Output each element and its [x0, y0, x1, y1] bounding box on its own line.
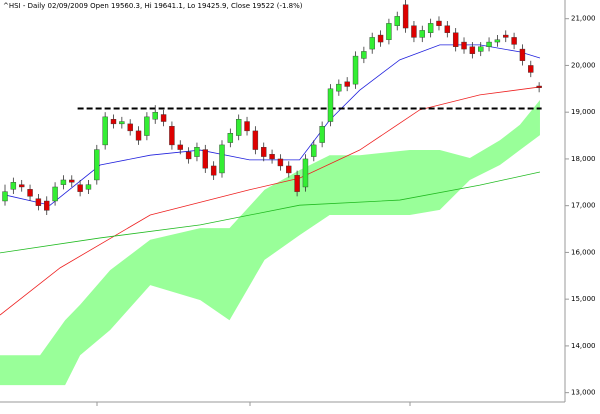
candle-body: [127, 123, 133, 132]
y-tick-label: 18,000: [571, 155, 596, 163]
candle-body: [294, 175, 300, 192]
candle-body: [18, 184, 25, 188]
candle-body: [94, 149, 100, 181]
candle-body: [119, 121, 125, 125]
candle-body: [202, 149, 209, 169]
candle-body: [286, 165, 292, 174]
candle-body: [244, 121, 250, 132]
moving-average: [0, 171, 541, 254]
candle-body: [352, 55, 359, 85]
candle-body: [536, 85, 542, 88]
candle-body: [336, 83, 342, 92]
candle-body: [277, 158, 284, 167]
candle-body: [52, 186, 58, 202]
candle-body: [311, 144, 317, 157]
candle-body: [69, 179, 75, 183]
y-tick-label: 14,000: [571, 342, 596, 350]
candle-body: [494, 39, 501, 43]
candle-body: [27, 189, 33, 197]
candle-body: [2, 191, 8, 202]
candle-body: [528, 65, 534, 73]
candle-body: [436, 20, 442, 26]
candle-body: [110, 118, 117, 125]
candle-body: [452, 32, 459, 47]
candle-body: [344, 81, 350, 87]
candle-body: [302, 158, 309, 188]
chart-title: ^HSI - Daily 02/09/2009 Open 19560.3, Hi…: [3, 2, 303, 10]
candle-body: [227, 133, 234, 143]
candle-body: [85, 184, 92, 190]
candle-body: [185, 151, 192, 160]
candle-body: [327, 88, 334, 122]
candle-body: [319, 126, 325, 143]
candle-body: [402, 4, 409, 29]
candle-body: [394, 16, 400, 26]
candle-body: [194, 147, 200, 157]
candle-body: [377, 34, 384, 43]
candle-body: [503, 34, 509, 38]
candle-body: [261, 147, 267, 157]
candle-body: [210, 165, 217, 176]
candle-body: [269, 154, 275, 160]
candle-body: [44, 200, 50, 211]
y-tick-label: 13,000: [571, 389, 596, 397]
candle-body: [77, 184, 83, 192]
candle-body: [511, 37, 517, 45]
candle-body: [461, 41, 467, 50]
candle-body: [160, 114, 167, 122]
candle-body: [444, 25, 451, 33]
candle-body: [35, 198, 42, 206]
candle-body: [411, 25, 417, 38]
y-tick-label: 20,000: [571, 61, 596, 69]
candle-body: [10, 182, 17, 190]
candle-body: [419, 30, 425, 38]
candle-body: [369, 37, 375, 50]
candle-body: [152, 111, 158, 120]
candle-body: [102, 116, 108, 146]
candle-body: [478, 46, 484, 52]
y-tick-label: 16,000: [571, 248, 596, 256]
moving-average: [4, 44, 541, 206]
y-tick-label: 19,000: [571, 108, 596, 116]
y-tick-label: 21,000: [571, 15, 596, 23]
cloud: [0, 100, 540, 386]
y-tick-label: 17,000: [571, 202, 596, 210]
candle-body: [386, 23, 392, 40]
candle-body: [169, 126, 175, 146]
candle-body: [427, 23, 434, 33]
candle-body: [361, 51, 367, 59]
candle-body: [144, 116, 150, 136]
candle-body: [486, 41, 492, 47]
candle-body: [519, 48, 526, 61]
candle-body: [252, 130, 259, 150]
candle-body: [135, 130, 142, 141]
candle-body: [469, 46, 476, 54]
candle-body: [235, 118, 242, 136]
candle-body: [219, 144, 225, 174]
y-tick-label: 15,000: [571, 295, 596, 303]
plot-area: [0, 0, 569, 394]
candle-body: [177, 144, 183, 150]
candle-body: [60, 179, 67, 185]
